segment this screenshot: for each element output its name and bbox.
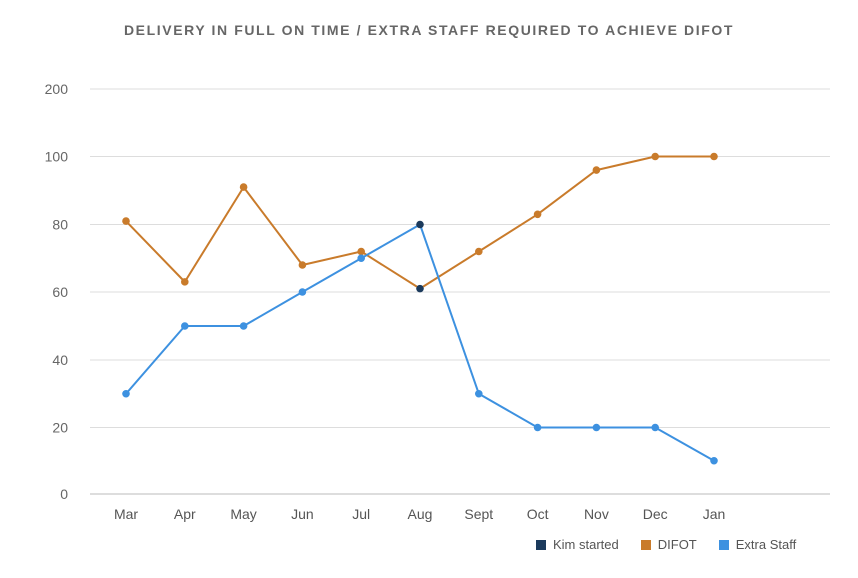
point-extra-staff-oct — [533, 423, 542, 432]
point-extra-staff-jun — [298, 288, 307, 296]
y-tick-label-0: 0 — [60, 486, 68, 502]
point-difot-nov — [592, 166, 601, 174]
legend-item-kim-started: Kim started — [536, 537, 619, 552]
x-tick-label-may: May — [230, 506, 256, 522]
x-tick-label-oct: Oct — [527, 506, 549, 522]
legend-swatch-kim-started — [536, 539, 546, 550]
legend-label-extra-staff: Extra Staff — [735, 537, 797, 552]
point-difot-dec — [651, 152, 659, 161]
x-tick-label-jun: Jun — [291, 506, 314, 522]
legend-label-kim-started: Kim started — [553, 537, 619, 552]
chart-title: DELIVERY IN FULL ON TIME / EXTRA STAFF R… — [123, 22, 735, 38]
legend-item-difot: DIFOT — [640, 537, 697, 552]
point-extra-staff-dec — [651, 423, 659, 432]
y-tick-label-40: 40 — [52, 352, 68, 368]
legend-label-difot: DIFOT — [657, 537, 697, 552]
y-tick-label-80: 80 — [52, 217, 68, 233]
x-tick-label-apr: Apr — [174, 506, 196, 522]
point-extra-staff-jan — [710, 456, 718, 465]
point-difot-sept — [475, 247, 483, 256]
point-extra-staff-jul — [357, 254, 366, 263]
x-tick-label-dec: Dec — [643, 506, 668, 522]
point-difot-oct — [533, 210, 542, 219]
y-tick-label-20: 20 — [52, 420, 68, 436]
legend-swatch-extra-staff — [718, 539, 729, 550]
y-tick-label-200: 200 — [45, 81, 69, 97]
legend: Kim started DIFOT Extra Staff — [536, 537, 796, 552]
x-tick-label-sept: Sept — [464, 506, 493, 522]
point-difot-jun — [298, 261, 307, 269]
point-difot-apr — [181, 278, 189, 286]
point-extra-staff-aug — [416, 220, 424, 229]
point-extra-staff-may — [239, 322, 248, 330]
y-tick-label-60: 60 — [52, 284, 68, 300]
point-difot-jul — [357, 247, 366, 256]
point-difot-jan — [710, 152, 718, 161]
point-difot-aug — [416, 284, 424, 293]
point-extra-staff-sept — [475, 389, 483, 398]
point-extra-staff-nov — [592, 423, 601, 432]
point-extra-staff-apr — [181, 322, 189, 330]
x-tick-label-jan: Jan — [703, 506, 726, 522]
x-tick-label-aug: Aug — [408, 506, 433, 522]
y-tick-label-100: 100 — [45, 149, 69, 165]
point-difot-may — [239, 183, 248, 191]
series-line-extra-staff — [125, 223, 715, 462]
legend-swatch-difot — [640, 539, 651, 550]
point-extra-staff-mar — [122, 389, 130, 398]
point-difot-mar — [122, 217, 130, 225]
x-tick-label-mar: Mar — [114, 506, 138, 522]
x-tick-label-nov: Nov — [584, 506, 609, 522]
x-tick-label-jul: Jul — [352, 506, 370, 522]
legend-item-extra-staff: Extra Staff — [718, 537, 797, 552]
